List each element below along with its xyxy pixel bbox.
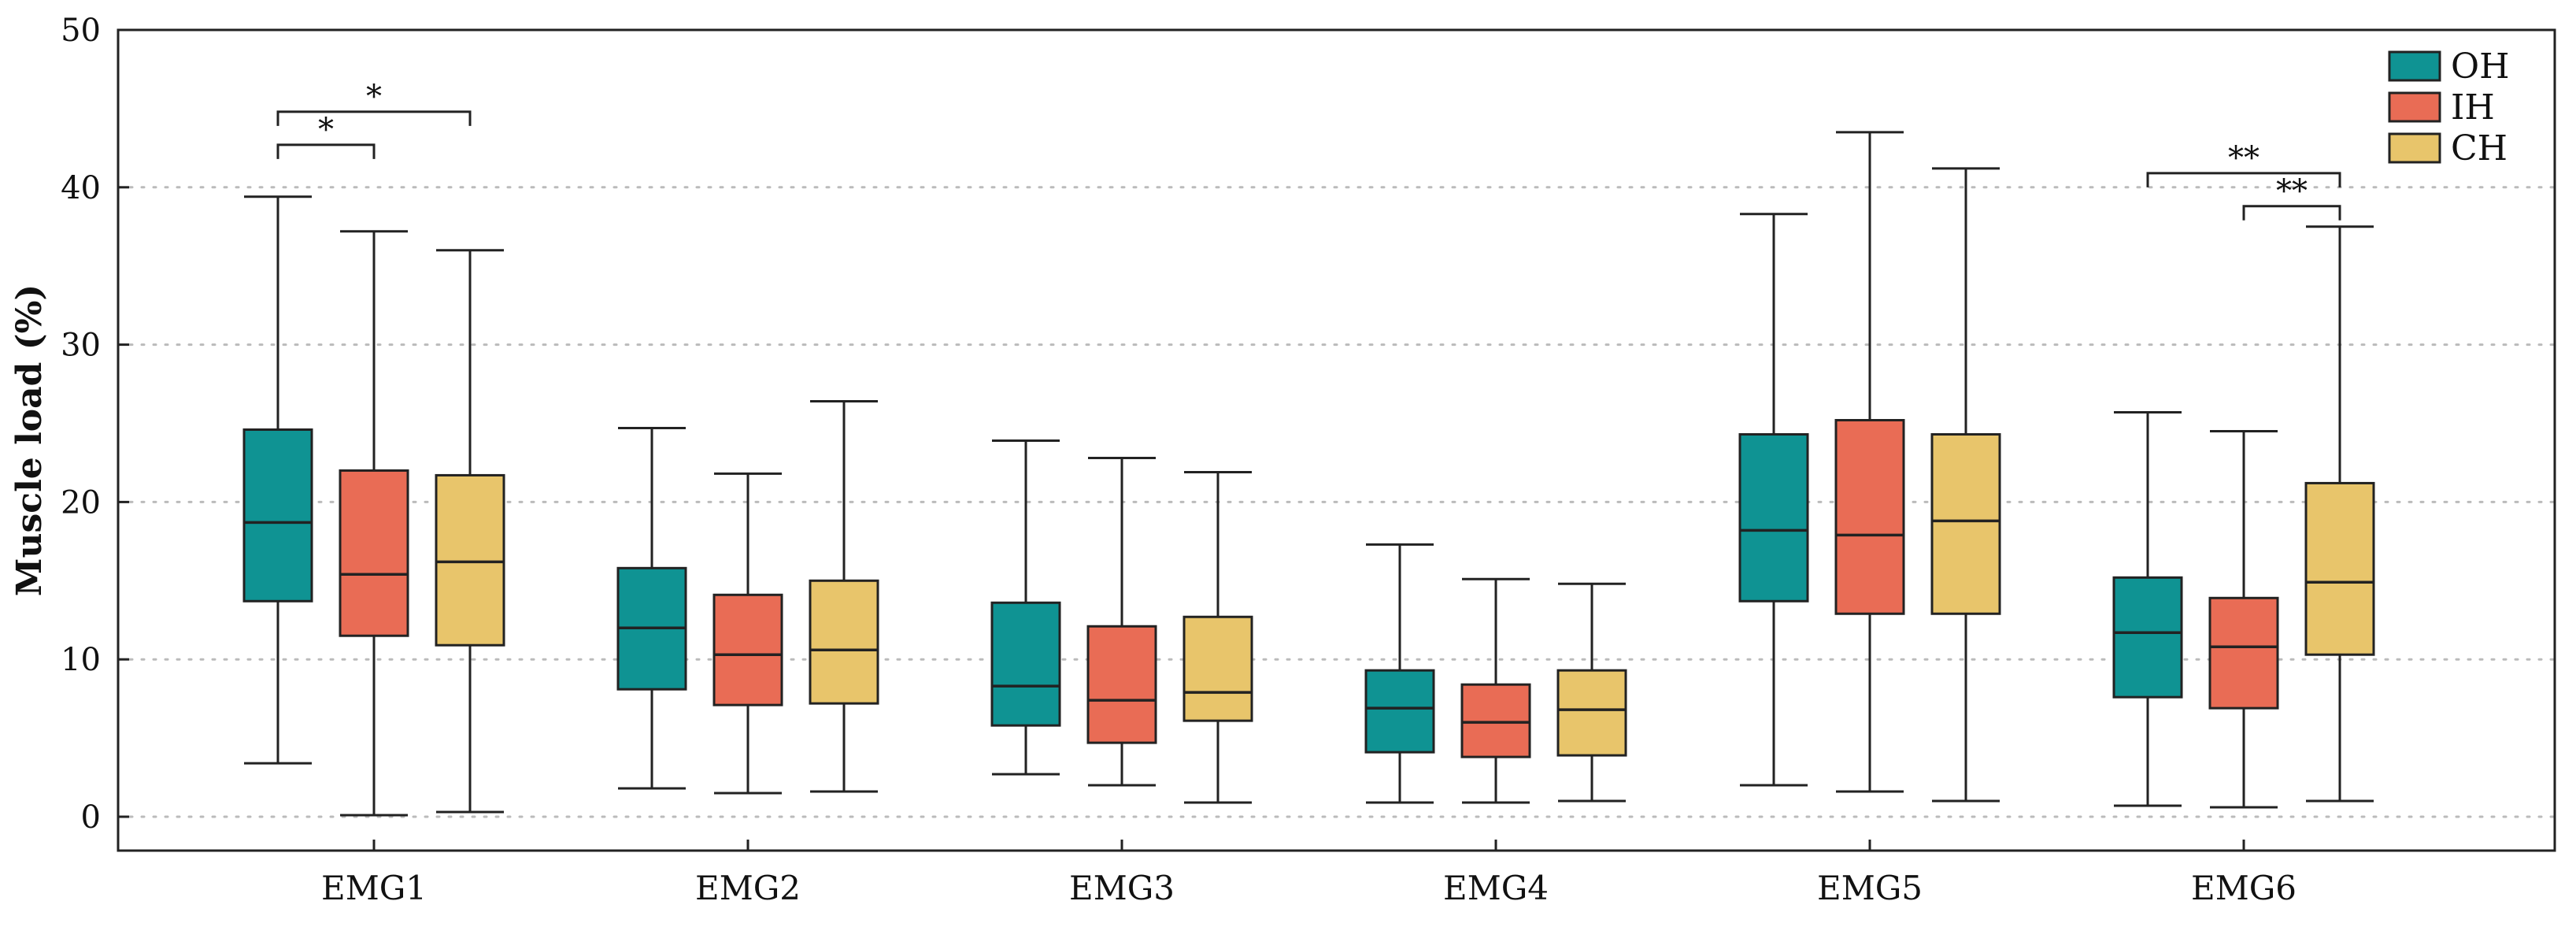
legend-label: OH: [2451, 46, 2509, 87]
box-CH-EMG1: [435, 249, 505, 814]
y-tick-label: 40: [61, 170, 101, 206]
significance-bracket: **: [2146, 140, 2341, 187]
y-tick-label: 0: [81, 799, 101, 836]
legend-entry-OH: OH: [2388, 46, 2509, 87]
iqr-box: [2208, 596, 2279, 710]
bracket-line: [276, 110, 472, 126]
box-CH-EMG5: [1930, 167, 2001, 803]
significance-label: **: [2228, 140, 2260, 176]
y-tick-label: 30: [61, 328, 101, 364]
box-IH-EMG5: [1834, 131, 1905, 793]
y-axis-title: Muscle load (%): [9, 284, 50, 596]
significance-bracket: *: [276, 112, 376, 159]
boxes: [242, 131, 2375, 817]
significance-label: **: [2276, 173, 2308, 210]
iqr-box: [1460, 683, 1531, 758]
y-tick-label: 10: [61, 642, 101, 678]
x-category-label: EMG6: [2191, 869, 2297, 907]
box-CH-EMG3: [1183, 470, 1253, 804]
legend-swatch: [2388, 91, 2441, 123]
box-CH-EMG4: [1556, 582, 1627, 803]
box-IH-EMG2: [712, 472, 783, 795]
iqr-box: [712, 593, 783, 706]
legend-entry-IH: IH: [2388, 87, 2495, 128]
iqr-box: [809, 579, 879, 705]
box-IH-EMG4: [1460, 577, 1531, 804]
plot-frame: [117, 28, 2556, 852]
iqr-box: [1738, 432, 1809, 603]
y-tick-label: 50: [61, 13, 101, 49]
box-IH-EMG6: [2208, 429, 2279, 809]
iqr-box: [435, 473, 505, 647]
significance-label: *: [366, 79, 382, 115]
box-OH-EMG4: [1364, 543, 1435, 804]
iqr-box: [1183, 615, 1253, 722]
bracket-line: [276, 143, 376, 159]
iqr-box: [339, 469, 409, 637]
x-category-label: EMG2: [695, 869, 801, 907]
iqr-box: [1834, 419, 1905, 615]
iqr-box: [1364, 669, 1435, 754]
bracket-line: [2242, 205, 2341, 221]
iqr-box: [1086, 625, 1157, 744]
significance-label: *: [318, 112, 334, 148]
bracket-line: [2146, 172, 2341, 187]
axes: 0 10 20 30 40 50 Muscle load (%) EMG1 EMG2 EMG3 EM…: [9, 13, 2556, 907]
iqr-box: [242, 428, 313, 603]
box-OH-EMG3: [990, 439, 1061, 776]
legend-swatch: [2388, 132, 2441, 164]
x-category-label: EMG4: [1443, 869, 1549, 907]
x-category-label: EMG5: [1817, 869, 1923, 907]
iqr-box: [2304, 481, 2375, 656]
iqr-box: [990, 601, 1061, 727]
significance-brackets: ******: [276, 79, 2341, 221]
iqr-box: [1930, 432, 2001, 615]
box-CH-EMG2: [809, 400, 879, 793]
significance-bracket: *: [276, 79, 472, 126]
iqr-box: [2112, 576, 2183, 699]
box-IH-EMG3: [1086, 456, 1157, 787]
legend-swatch: [2388, 50, 2441, 82]
box-CH-EMG6: [2304, 225, 2375, 803]
x-category-label: EMG1: [321, 869, 427, 907]
legend-label: CH: [2451, 128, 2508, 169]
box-OH-EMG1: [242, 195, 313, 765]
y-tick-label: 20: [61, 484, 101, 521]
box-OH-EMG2: [616, 426, 687, 790]
box-IH-EMG1: [339, 230, 409, 817]
legend-entry-CH: CH: [2388, 128, 2508, 169]
box-OH-EMG5: [1738, 213, 1809, 787]
significance-bracket: **: [2242, 173, 2341, 221]
x-category-label: EMG3: [1069, 869, 1175, 907]
iqr-box: [1556, 669, 1627, 757]
box-OH-EMG6: [2112, 411, 2183, 807]
legend-label: IH: [2451, 87, 2495, 128]
